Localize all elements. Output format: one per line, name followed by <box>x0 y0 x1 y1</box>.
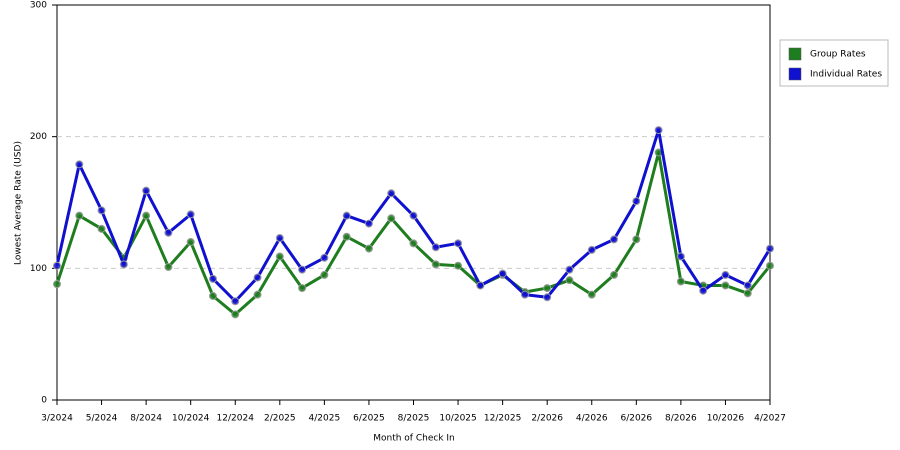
data-point <box>298 284 307 293</box>
data-point <box>587 245 596 254</box>
y-tick-label: 100 <box>30 264 47 274</box>
data-point <box>186 238 195 246</box>
x-tick-label: 12/2024 <box>217 414 255 424</box>
x-tick-label: 4/2027 <box>754 414 786 424</box>
data-point <box>676 252 685 261</box>
data-point <box>431 260 440 269</box>
data-point <box>565 276 574 285</box>
y-axis-label: Lowest Average Rate (USD) <box>14 141 24 265</box>
data-point <box>654 126 663 135</box>
data-point <box>208 291 217 300</box>
data-point <box>721 281 730 290</box>
data-point <box>610 235 619 244</box>
data-point <box>476 281 485 290</box>
data-point <box>387 189 396 198</box>
data-point <box>53 261 61 270</box>
x-tick-label: 2/2026 <box>531 414 563 424</box>
x-tick-label: 4/2025 <box>309 414 341 424</box>
x-tick-label: 10/2024 <box>172 414 210 424</box>
legend-swatch <box>788 67 802 81</box>
data-point <box>431 243 440 252</box>
legend-swatch <box>788 47 802 61</box>
data-point <box>766 261 774 270</box>
data-point <box>587 290 596 299</box>
data-point <box>164 228 173 237</box>
y-tick-label: 0 <box>41 396 47 406</box>
legend-label: Group Rates <box>810 50 866 60</box>
data-point <box>721 270 730 279</box>
data-point <box>676 277 685 286</box>
data-point <box>253 273 262 282</box>
data-point <box>164 263 173 272</box>
x-tick-label: 10/2025 <box>439 414 476 424</box>
data-point <box>409 239 418 248</box>
data-point <box>275 252 284 261</box>
data-point <box>454 239 463 248</box>
data-point <box>142 186 151 195</box>
data-point <box>298 265 307 274</box>
data-point <box>342 211 351 220</box>
data-point <box>97 206 106 215</box>
data-point <box>766 244 774 253</box>
x-tick-label: 8/2024 <box>130 414 162 424</box>
data-point <box>565 265 574 274</box>
data-point <box>75 160 84 169</box>
data-point <box>342 232 351 241</box>
data-point <box>520 290 529 299</box>
x-axis-label: Month of Check In <box>373 434 455 444</box>
data-point <box>699 286 708 295</box>
data-point <box>97 224 106 233</box>
data-point <box>231 297 240 306</box>
data-point <box>208 274 217 283</box>
y-tick-label: 300 <box>30 1 47 11</box>
y-tick-label: 200 <box>30 132 47 142</box>
x-tick-label: 5/2024 <box>86 414 118 424</box>
data-point <box>142 211 151 220</box>
data-point <box>253 290 262 299</box>
data-point <box>231 310 240 319</box>
data-point <box>409 211 418 220</box>
x-tick-label: 6/2026 <box>620 414 652 424</box>
x-tick-label: 8/2025 <box>398 414 430 424</box>
data-point <box>632 235 641 244</box>
data-point <box>75 211 84 220</box>
x-tick-label: 12/2025 <box>484 414 521 424</box>
data-point <box>743 289 752 298</box>
data-point <box>320 270 329 279</box>
data-point <box>186 210 195 219</box>
data-point <box>454 261 463 270</box>
data-point <box>387 214 396 223</box>
data-point <box>632 197 641 206</box>
x-tick-label: 3/2024 <box>41 414 73 424</box>
data-point <box>364 244 373 253</box>
x-tick-label: 4/2026 <box>576 414 608 424</box>
data-point <box>119 260 128 269</box>
data-point <box>498 269 507 278</box>
legend-label: Individual Rates <box>810 70 882 80</box>
data-point <box>364 219 373 228</box>
data-point <box>543 284 552 293</box>
data-point <box>610 270 619 279</box>
x-tick-label: 6/2025 <box>353 414 385 424</box>
data-point <box>320 253 329 262</box>
data-point <box>53 280 61 289</box>
x-tick-label: 10/2026 <box>707 414 745 424</box>
x-tick-label: 2/2025 <box>264 414 296 424</box>
x-tick-label: 8/2026 <box>665 414 697 424</box>
data-point <box>543 293 552 302</box>
data-point <box>275 234 284 243</box>
data-point <box>743 281 752 290</box>
